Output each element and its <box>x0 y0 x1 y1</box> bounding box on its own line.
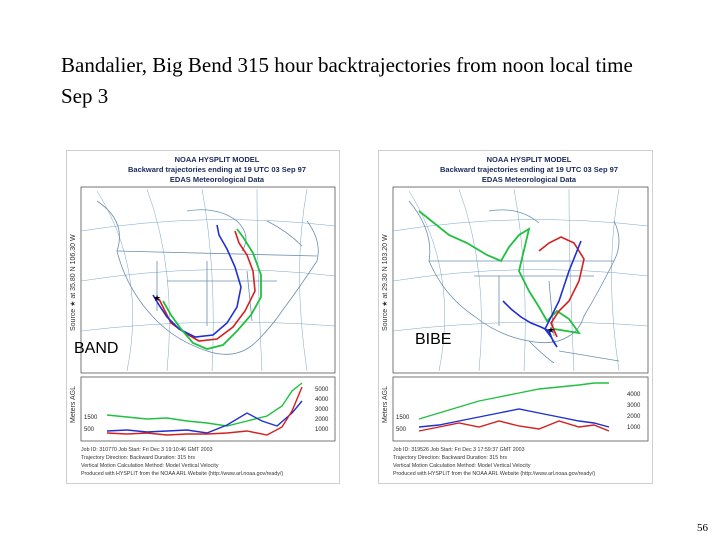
band-footer-line2: Trajectory Direction: Backward Duration:… <box>81 455 195 461</box>
band-profile-red <box>106 386 303 436</box>
bibe-right-tick-1000: 1000 <box>627 425 641 431</box>
band-footer-line4: Produced with HYSPLIT from the NOAA ARL … <box>81 471 283 477</box>
band-right-tick-2000: 2000 <box>315 417 329 423</box>
band-map-frame <box>80 186 336 374</box>
bibe-right-tick-4000: 4000 <box>627 392 641 398</box>
band-trajectory-figure: NOAA HYSPLIT MODEL Backward trajectories… <box>69 155 336 477</box>
band-right-tick-4000: 4000 <box>315 397 329 403</box>
bibe-footer-line4: Produced with HYSPLIT from the NOAA ARL … <box>393 471 595 477</box>
bibe-profile-red <box>418 420 610 432</box>
bibe-right-tick-3000: 3000 <box>627 403 641 409</box>
bibe-left-tick-500: 500 <box>396 427 407 433</box>
bibe-trajectory-figure: NOAA HYSPLIT MODEL Backward trajectories… <box>381 155 649 477</box>
bibe-left-tick-1500: 1500 <box>396 415 410 421</box>
page-number: 56 <box>697 522 708 534</box>
bibe-footer-line3: Vertical Motion Calculation Method: Mode… <box>393 463 531 469</box>
bibe-profile-green <box>418 382 609 420</box>
bibe-source-star-icon: ★ <box>547 325 555 335</box>
bibe-header-line1: NOAA HYSPLIT MODEL <box>487 155 572 164</box>
bibe-trajectory-blue <box>502 240 582 348</box>
bibe-profile-blue <box>418 408 610 428</box>
bibe-right-tick-2000: 2000 <box>627 414 641 420</box>
band-header-line1: NOAA HYSPLIT MODEL <box>175 155 260 164</box>
band-footer-line1: Job ID: 310770 Job Start: Fri Dec 3 19:1… <box>81 447 213 453</box>
band-profile-blue <box>106 400 303 434</box>
slide-title: Bandalier, Big Bend 315 hour backtraject… <box>61 53 633 108</box>
band-graticule <box>80 188 336 372</box>
band-profile-green <box>106 382 303 427</box>
band-source-text: Source ★ at 35.80 N 106.30 W <box>69 234 77 331</box>
bibe-header-line3: EDAS Meteorological Data <box>482 175 577 184</box>
bibe-header-line2: Backward trajectories ending at 19 UTC 0… <box>440 165 618 174</box>
bibe-trajectory-red <box>538 236 585 338</box>
band-right-tick-1000: 1000 <box>315 427 329 433</box>
bibe-trajectory-green <box>418 210 581 335</box>
band-source-star-icon: ★ <box>153 293 161 303</box>
band-trajectory-blue <box>152 224 242 338</box>
band-site-label: BAND <box>74 340 119 357</box>
bibe-site-label: BIBE <box>415 331 452 348</box>
bibe-map-frame <box>392 186 649 374</box>
band-trajectory-red <box>158 230 256 342</box>
bibe-footer-line2: Trajectory Direction: Backward Duration:… <box>393 455 507 461</box>
bibe-y-axis-label: Meters AGL <box>382 386 389 423</box>
band-right-tick-3000: 3000 <box>315 407 329 413</box>
band-left-tick-500: 500 <box>84 427 95 433</box>
band-right-tick-5000: 5000 <box>315 387 329 393</box>
bibe-footer-line1: Job ID: 319526 Job Start: Fri Dec 3 17:5… <box>393 447 525 453</box>
band-y-axis-label: Meters AGL <box>70 386 77 423</box>
band-header-line2: Backward trajectories ending at 19 UTC 0… <box>128 165 306 174</box>
band-header-line3: EDAS Meteorological Data <box>170 175 265 184</box>
band-trajectory-green <box>162 228 262 350</box>
bibe-source-text: Source ★ at 29.30 N 103.20 W <box>381 234 389 331</box>
bibe-trajectory-panel: NOAA HYSPLIT MODEL Backward trajectories… <box>378 150 653 484</box>
band-left-tick-1500: 1500 <box>84 415 98 421</box>
band-trajectory-panel: NOAA HYSPLIT MODEL Backward trajectories… <box>66 150 340 484</box>
band-footer-line3: Vertical Motion Calculation Method: Mode… <box>81 463 219 469</box>
